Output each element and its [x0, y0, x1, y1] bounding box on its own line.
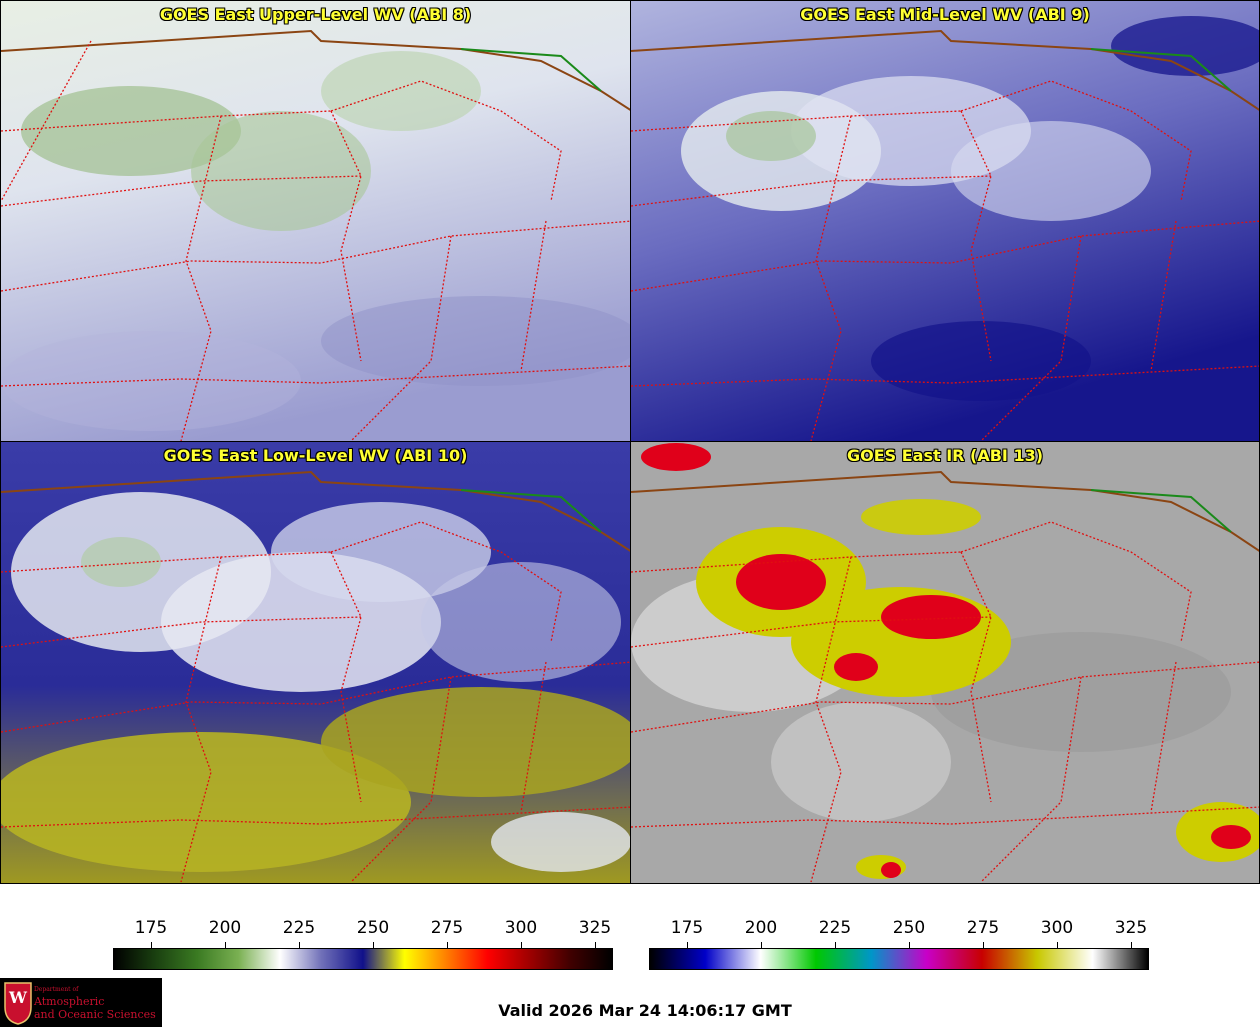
colorbar_wv-tick: [447, 942, 448, 948]
panel-title: GOES East Mid-Level WV (ABI 9): [800, 5, 1090, 24]
panel-title: GOES East IR (ABI 13): [846, 446, 1044, 465]
colorbar_wv-tick-label: 225: [282, 918, 316, 938]
colorbar_wv-tick: [151, 942, 152, 948]
colorbar_wv-tick-label: 300: [504, 918, 538, 938]
colorbar_ir-tick: [909, 942, 910, 948]
colorbar_ir-tick: [761, 942, 762, 948]
logo-oceanic: and Oceanic Sciences: [34, 1008, 156, 1021]
low-level-wv-image: [1, 442, 630, 883]
logo-department: Department of: [34, 986, 79, 993]
logo-letter: W: [9, 988, 27, 1007]
colorbar_ir-tick-label: 325: [1114, 918, 1148, 938]
colorbar_ir-tick: [687, 942, 688, 948]
colorbar_ir-tick: [1057, 942, 1058, 948]
colorbar_ir-tick: [835, 942, 836, 948]
colorbar_wv-tick: [595, 942, 596, 948]
colorbar_ir-tick-label: 275: [966, 918, 1000, 938]
colorbar_ir-tick-label: 250: [892, 918, 926, 938]
ir-colorbar: 175 200 225 250 275 300 325: [649, 918, 1149, 974]
colorbar_ir-tick-label: 300: [1040, 918, 1074, 938]
aos-logo: W Department of Atmospheric and Oceanic …: [0, 978, 162, 1027]
ir-colorbar-gradient: [649, 948, 1149, 970]
panel-title: GOES East Upper-Level WV (ABI 8): [159, 5, 472, 24]
colorbar_wv-tick: [521, 942, 522, 948]
colorbar_ir-tick-label: 200: [744, 918, 778, 938]
upper-level-wv-image: [1, 1, 630, 441]
low-level-wv-panel: GOES East Low-Level WV (ABI 10): [0, 441, 631, 884]
mid-level-wv-image: [631, 1, 1259, 441]
valid-time: Valid 2026 Mar 24 14:06:17 GMT: [498, 1001, 792, 1020]
colorbar_wv-tick: [225, 942, 226, 948]
colorbar_wv-tick-label: 175: [134, 918, 168, 938]
colorbar_wv-tick-label: 275: [430, 918, 464, 938]
ir-image: [631, 442, 1259, 883]
colorbar_ir-tick-label: 175: [670, 918, 704, 938]
colorbar_wv-tick-label: 200: [208, 918, 242, 938]
mid-level-wv-panel: GOES East Mid-Level WV (ABI 9): [630, 0, 1260, 442]
uw-crest-icon: [4, 982, 32, 1025]
colorbar_ir-tick: [983, 942, 984, 948]
colorbar_wv-tick: [299, 942, 300, 948]
colorbar_wv-tick-label: 250: [356, 918, 390, 938]
upper-level-wv-panel: GOES East Upper-Level WV (ABI 8): [0, 0, 631, 442]
colorbar_wv-tick-label: 325: [578, 918, 612, 938]
colorbar_ir-tick-label: 225: [818, 918, 852, 938]
logo-atmospheric: Atmospheric: [34, 995, 105, 1008]
wv-colorbar-gradient: [113, 948, 613, 970]
ir-panel: GOES East IR (ABI 13): [630, 441, 1260, 884]
colorbar_wv-tick: [373, 942, 374, 948]
panel-title: GOES East Low-Level WV (ABI 10): [163, 446, 468, 465]
wv-colorbar: 175 200 225 250 275 300 325: [113, 918, 613, 974]
colorbar_ir-tick: [1131, 942, 1132, 948]
